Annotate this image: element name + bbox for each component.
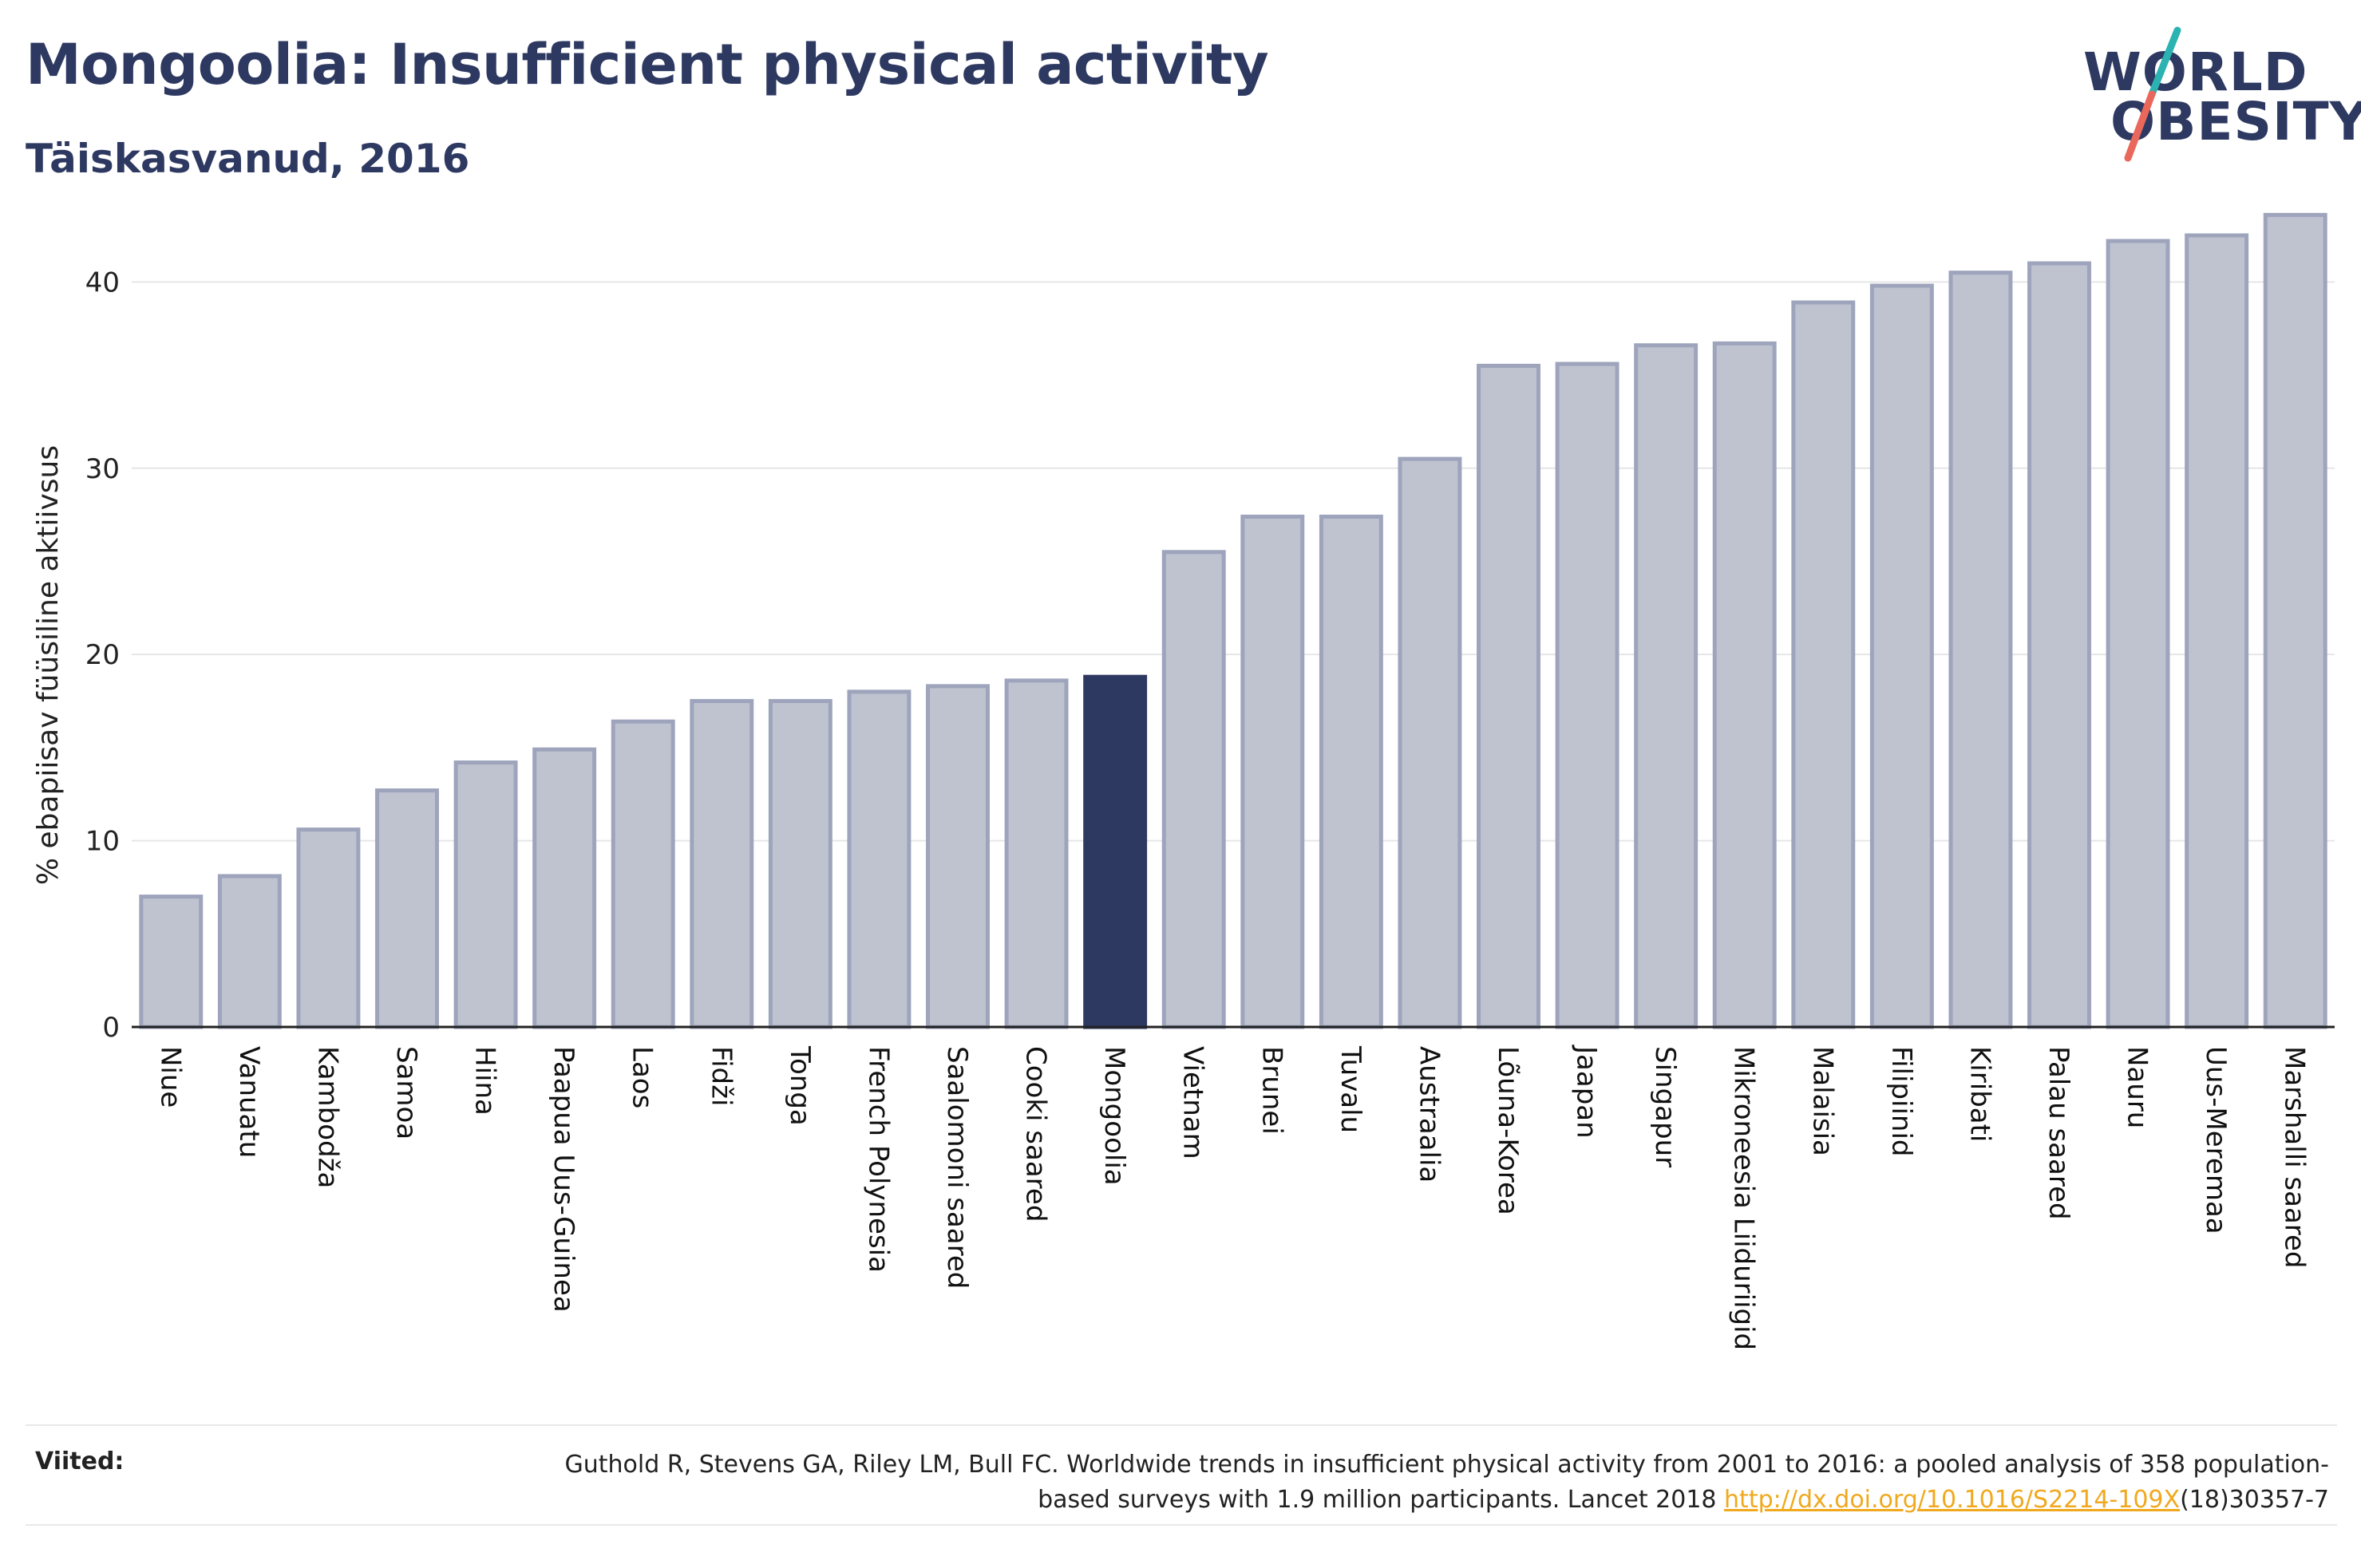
bar [532, 747, 597, 1029]
bar [926, 684, 990, 1029]
bar [1083, 674, 1148, 1029]
x-tick-label: Paapua Uus-Guinea [548, 1046, 579, 1313]
x-tick-label: Tuvalu [1335, 1045, 1366, 1133]
y-tick-label: 0 [102, 1012, 120, 1044]
logo-word-world: WORLD [2083, 41, 2308, 103]
y-tick-label: 30 [85, 453, 120, 485]
bar [847, 689, 912, 1029]
bar-chart: 0 10 20 30 40 % ebapiisav füüsiline aktiivsus… [32, 212, 2335, 1350]
x-tick-label: Kambodža [311, 1046, 343, 1188]
x-tick-label: Filipiinid [1885, 1046, 1917, 1156]
bar [139, 895, 204, 1029]
references-citation: Guthold R, Stevens GA, Riley LM, Bull FC… [564, 1451, 2329, 1514]
x-tick-label: Mikroneesia Liiduriigid [1728, 1046, 1760, 1350]
bar [296, 827, 361, 1029]
bar [1555, 361, 1619, 1029]
x-tick-label: French Polynesia [862, 1046, 894, 1273]
x-tick-label: Mongoolia [1098, 1046, 1130, 1186]
chart-title: Mongoolia: Insufficient physical activit… [26, 32, 1269, 97]
x-tick-label: Cooki saared [1020, 1046, 1052, 1222]
x-tick-label: Uus-Meremaa [2200, 1046, 2232, 1234]
bar [1712, 341, 1777, 1029]
bar [1161, 550, 1226, 1029]
bar [1477, 363, 1540, 1029]
bar [1634, 343, 1699, 1029]
x-tick-label: Malaisia [1806, 1046, 1838, 1156]
bar [217, 874, 282, 1029]
x-tick-label: Palau saared [2043, 1046, 2074, 1220]
bar [2106, 239, 2170, 1029]
references-text: Guthold R, Stevens GA, Riley LM, Bull FC… [493, 1448, 2329, 1518]
bar [2027, 261, 2091, 1029]
x-tick-label: Laos [627, 1046, 658, 1108]
divider [26, 1424, 2337, 1426]
bar [1791, 300, 1856, 1029]
x-tick-label: Brunei [1256, 1046, 1287, 1135]
references-label: Viited: [35, 1448, 125, 1475]
y-tick-label: 40 [85, 267, 120, 298]
bar [768, 699, 832, 1029]
x-tick-label: Lõuna-Korea [1492, 1046, 1524, 1215]
world-obesity-logo: WORLD OBESITY [2083, 22, 2361, 174]
x-tick-label: Samoa [390, 1046, 422, 1139]
bar [1948, 271, 2013, 1029]
y-tick-label: 10 [85, 826, 120, 858]
bar [1240, 514, 1305, 1029]
bar [690, 699, 754, 1029]
bar [2263, 212, 2327, 1029]
bar [2185, 233, 2249, 1029]
logo-word-obesity: OBESITY [2110, 91, 2361, 152]
bar [1398, 456, 1462, 1029]
x-tick-label: Fidži [705, 1046, 737, 1106]
x-tick-label: Austraalia [1413, 1046, 1445, 1183]
bar [1869, 283, 1934, 1029]
x-tick-label: Vietnam [1177, 1046, 1209, 1159]
bar [375, 788, 439, 1029]
divider-bottom [26, 1524, 2337, 1526]
x-tick-label: Nauru [2122, 1046, 2153, 1128]
logo-slash-icon [2124, 26, 2181, 162]
x-tick-label: Saalomoni saared [941, 1046, 973, 1289]
x-tick-label: Kiribati [1964, 1046, 1995, 1142]
x-tick-label: Jaapan [1571, 1045, 1603, 1139]
x-tick-label: Tonga [784, 1045, 816, 1126]
y-axis-title: % ebapiisav füüsiline aktiivsus [32, 445, 65, 885]
bar [611, 719, 675, 1029]
y-tick-label: 20 [85, 639, 120, 671]
x-tick-label: Niue [154, 1046, 186, 1108]
references-doi-link[interactable]: http://dx.doi.org/10.1016/S2214-109X [1724, 1486, 2181, 1514]
bar [1004, 678, 1069, 1029]
bar [453, 760, 518, 1029]
references-citation-suffix: (18)30357-7 [2180, 1486, 2329, 1514]
bar [1319, 514, 1383, 1029]
chart-subtitle: Täiskasvanud, 2016 [26, 136, 470, 182]
x-tick-label: Marshalli saared [2279, 1046, 2311, 1269]
x-tick-label: Hiina [469, 1046, 501, 1116]
x-tick-label: Vanuatu [233, 1046, 265, 1158]
x-tick-label: Singapur [1649, 1046, 1681, 1167]
